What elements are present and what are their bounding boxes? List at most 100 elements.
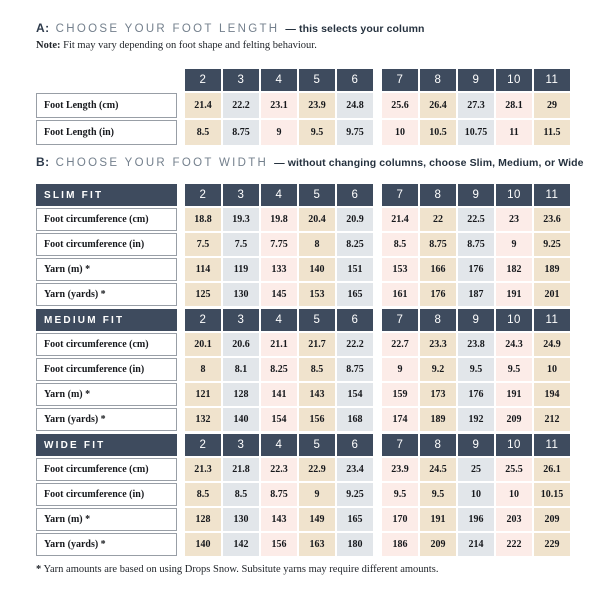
row-label-cell: Foot Length (in) [36,120,177,145]
value-cell: 8.25 [261,358,297,381]
size-header-cell: 10 [496,69,532,91]
value-cell: 196 [458,508,494,531]
value-cell: 24.8 [337,93,373,118]
value-cell: 8 [299,233,335,256]
value-cell: 141 [261,383,297,406]
value-cell: 9.5 [458,358,494,381]
value-cell: 180 [337,533,373,556]
column-gap-spacer [375,208,380,231]
value-cell: 209 [496,408,532,431]
column-gap-spacer [179,533,183,556]
value-cell: 21.3 [185,458,221,481]
value-cell: 189 [420,408,456,431]
row-label-cell: Foot circumference (in) [36,233,177,256]
size-header-cell: 6 [337,434,373,456]
value-cell: 23.6 [534,208,570,231]
size-header-cell: 10 [496,309,532,331]
size-header-cell: 9 [458,184,494,206]
size-header-cell: 8 [420,184,456,206]
value-cell: 143 [261,508,297,531]
value-cell: 168 [337,408,373,431]
value-cell: 176 [458,383,494,406]
value-cell: 23.8 [458,333,494,356]
column-gap-spacer [375,508,380,531]
fit-name-header: WIDE FIT [36,434,177,456]
row-label-cell: Yarn (m) * [36,383,177,406]
value-cell: 10.5 [420,120,456,145]
footnote-text: Yarn amounts are based on using Drops Sn… [41,564,439,575]
column-gap-spacer [375,93,380,118]
column-gap-spacer [375,408,380,431]
value-cell: 9.5 [496,358,532,381]
value-cell: 161 [382,283,418,306]
row-label-cell: Yarn (yards) * [36,283,177,306]
row-label-cell: Foot Length (cm) [36,93,177,118]
size-header-cell: 3 [223,434,259,456]
row-label-cell: Yarn (yards) * [36,533,177,556]
value-cell: 9.25 [534,233,570,256]
value-cell: 165 [337,283,373,306]
value-cell: 191 [496,283,532,306]
value-cell: 229 [534,533,570,556]
size-header-cell: 9 [458,434,494,456]
column-gap-spacer [375,184,380,206]
size-header-cell: 7 [382,434,418,456]
column-gap-spacer [179,258,183,281]
medium-fit-table: MEDIUM FIT 2 3 4 5 6 7 8 9 10 11 Foot circumference… [36,309,570,431]
value-cell: 9 [496,233,532,256]
wide-fit-table: WIDE FIT 2 3 4 5 6 7 8 9 10 11 Foot circumference (… [36,434,570,556]
row-label-cell: Yarn (m) * [36,508,177,531]
column-gap-spacer [179,383,183,406]
size-header-cell: 8 [420,309,456,331]
value-cell: 163 [299,533,335,556]
column-gap-spacer [179,233,183,256]
value-cell: 10 [458,483,494,506]
value-cell: 9.5 [299,120,335,145]
value-cell: 153 [299,283,335,306]
value-cell: 145 [261,283,297,306]
value-cell: 201 [534,283,570,306]
value-cell: 26.1 [534,458,570,481]
value-cell: 9 [261,120,297,145]
value-cell: 121 [185,383,221,406]
value-cell: 156 [261,533,297,556]
size-header-cell: 8 [420,69,456,91]
value-cell: 28.1 [496,93,532,118]
column-gap-spacer [375,233,380,256]
value-cell: 165 [337,508,373,531]
column-gap-spacer [375,309,380,331]
size-header-cell: 8 [420,434,456,456]
value-cell: 24.3 [496,333,532,356]
value-cell: 21.7 [299,333,335,356]
value-cell: 10.75 [458,120,494,145]
value-cell: 24.5 [420,458,456,481]
row-label-cell: Foot circumference (cm) [36,458,177,481]
column-gap-spacer [375,458,380,481]
value-cell: 214 [458,533,494,556]
fit-tables-container: SLIM FIT 2 3 4 5 6 7 8 9 10 11 Foot circumference (… [36,184,570,556]
value-cell: 8.75 [420,233,456,256]
size-header-cell: 3 [223,309,259,331]
value-cell: 23.9 [382,458,418,481]
value-cell: 7.5 [185,233,221,256]
size-header-cell: 11 [534,69,570,91]
yarn-footnote: * Yarn amounts are based on using Drops … [36,564,570,575]
column-gap-spacer [375,533,380,556]
value-cell: 22.2 [337,333,373,356]
row-label-cell: Foot circumference (cm) [36,333,177,356]
value-cell: 10.15 [534,483,570,506]
value-cell: 186 [382,533,418,556]
size-header-cell: 11 [534,184,570,206]
value-cell: 174 [382,408,418,431]
value-cell: 128 [185,508,221,531]
value-cell: 21.4 [185,93,221,118]
size-header-cell: 6 [337,184,373,206]
value-cell: 21.1 [261,333,297,356]
value-cell: 156 [299,408,335,431]
value-cell: 125 [185,283,221,306]
table-corner-empty [36,69,177,91]
size-header-cell: 9 [458,69,494,91]
column-gap-spacer [179,458,183,481]
size-header-cell: 10 [496,184,532,206]
value-cell: 8.5 [223,483,259,506]
